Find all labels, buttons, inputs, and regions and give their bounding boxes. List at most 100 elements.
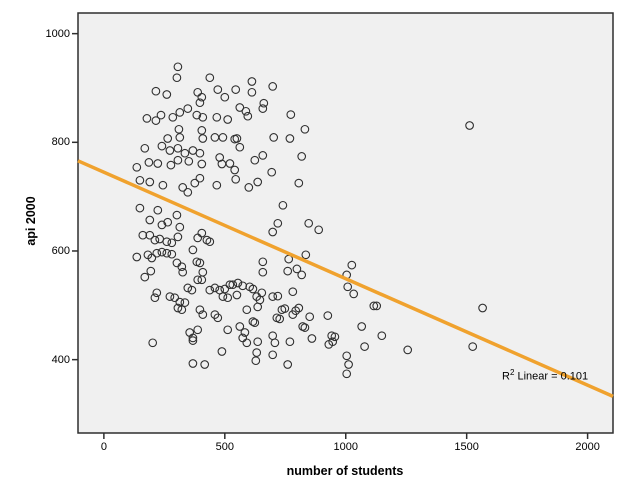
scatter-point xyxy=(145,177,155,187)
scatter-point xyxy=(138,230,148,240)
scatter-point xyxy=(157,141,167,151)
scatter-point xyxy=(166,160,176,170)
scatter-point xyxy=(145,215,155,225)
scatter-point xyxy=(172,73,182,83)
scatter-point xyxy=(349,289,359,299)
scatter-point xyxy=(162,90,172,99)
scatter-point xyxy=(252,348,262,357)
scatter-point xyxy=(257,288,267,298)
scatter-point xyxy=(232,134,242,143)
scatter-point xyxy=(152,248,162,258)
scatter-point xyxy=(230,165,240,175)
scatter-point xyxy=(148,338,158,348)
scatter-point xyxy=(152,288,162,298)
scatter-point xyxy=(275,314,285,324)
scatter-point xyxy=(195,305,205,315)
scatter-point xyxy=(241,106,251,116)
scatter-point xyxy=(247,77,257,86)
scatter-point xyxy=(144,158,154,167)
scatter-point xyxy=(468,342,478,351)
x-tick-label: 1500 xyxy=(454,441,479,453)
scatter-point xyxy=(278,200,288,210)
scatter-point xyxy=(172,210,182,220)
scatter-point xyxy=(465,121,474,130)
scatter-point xyxy=(258,151,268,160)
x-tick-label: 1000 xyxy=(333,441,358,453)
scatter-point xyxy=(280,304,290,313)
scatter-point xyxy=(205,73,215,83)
scatter-point xyxy=(225,280,235,290)
scatter-point xyxy=(248,284,258,294)
scatter-point xyxy=(347,260,357,270)
scatter-point xyxy=(197,159,207,169)
scatter-point xyxy=(157,247,167,257)
scatter-point xyxy=(243,111,253,121)
y-axis-title: api 2000 xyxy=(24,196,38,246)
scatter-point xyxy=(223,293,233,303)
scatter-point xyxy=(218,292,228,301)
scatter-point xyxy=(157,220,167,230)
scatter-point xyxy=(288,287,298,297)
scatter-point xyxy=(250,155,260,165)
scatter-point xyxy=(273,291,283,301)
r-squared-base: R xyxy=(502,370,510,383)
scatter-point xyxy=(188,359,198,368)
scatter-point xyxy=(200,360,210,369)
scatter-point xyxy=(173,303,183,313)
scatter-point xyxy=(170,293,180,303)
scatter-point xyxy=(163,134,173,143)
scatter-point xyxy=(223,115,233,124)
scatter-point xyxy=(188,245,198,255)
scatter-point xyxy=(220,92,230,102)
scatter-point xyxy=(167,249,177,259)
scatter-point xyxy=(269,133,279,142)
scatter-point xyxy=(231,85,241,94)
scatter-point xyxy=(183,283,193,293)
scatter-point xyxy=(150,293,160,303)
scatter-point xyxy=(218,133,228,142)
y-tick-label: 400 xyxy=(51,353,70,366)
scatter-point xyxy=(145,230,155,240)
scatter-point xyxy=(248,317,258,326)
scatter-point xyxy=(344,360,353,369)
scatter-point xyxy=(195,173,205,183)
scatter-point xyxy=(286,110,296,119)
scatter-point xyxy=(213,85,223,94)
scatter-point xyxy=(153,159,163,168)
scatter-point xyxy=(403,345,413,355)
scatter-point xyxy=(140,143,150,153)
scatter-point xyxy=(175,108,185,117)
scatter-point xyxy=(343,282,353,292)
scatter-point xyxy=(232,290,242,300)
scatter-point xyxy=(184,156,194,166)
scatter-point xyxy=(328,337,338,347)
r-squared-annotation: R2 Linear = 0.101 xyxy=(502,368,588,383)
scatter-point xyxy=(187,285,197,295)
scatter-point xyxy=(165,292,175,301)
scatter-point xyxy=(301,250,311,260)
scatter-point xyxy=(323,311,333,320)
scatter-point xyxy=(288,310,298,319)
scatter-point xyxy=(132,162,142,172)
scatter-point xyxy=(253,177,263,187)
scatter-point xyxy=(217,347,227,356)
scatter-point xyxy=(153,205,163,215)
scatter-point xyxy=(285,337,295,347)
scatter-point xyxy=(213,313,223,323)
scatter-point xyxy=(175,222,185,232)
scatter-point xyxy=(225,159,235,168)
scatter-point xyxy=(167,238,177,248)
scatter-point xyxy=(163,217,173,227)
scatter-point xyxy=(198,134,208,143)
scatter-point xyxy=(297,152,307,161)
scatter-point xyxy=(198,310,208,319)
scatter-point xyxy=(377,331,387,341)
scatter-point xyxy=(132,252,142,262)
scatter-point xyxy=(251,356,261,366)
scatter-point xyxy=(212,112,222,122)
scatter-point xyxy=(151,116,161,125)
scatter-point xyxy=(180,298,190,307)
scatter-point xyxy=(195,148,205,158)
